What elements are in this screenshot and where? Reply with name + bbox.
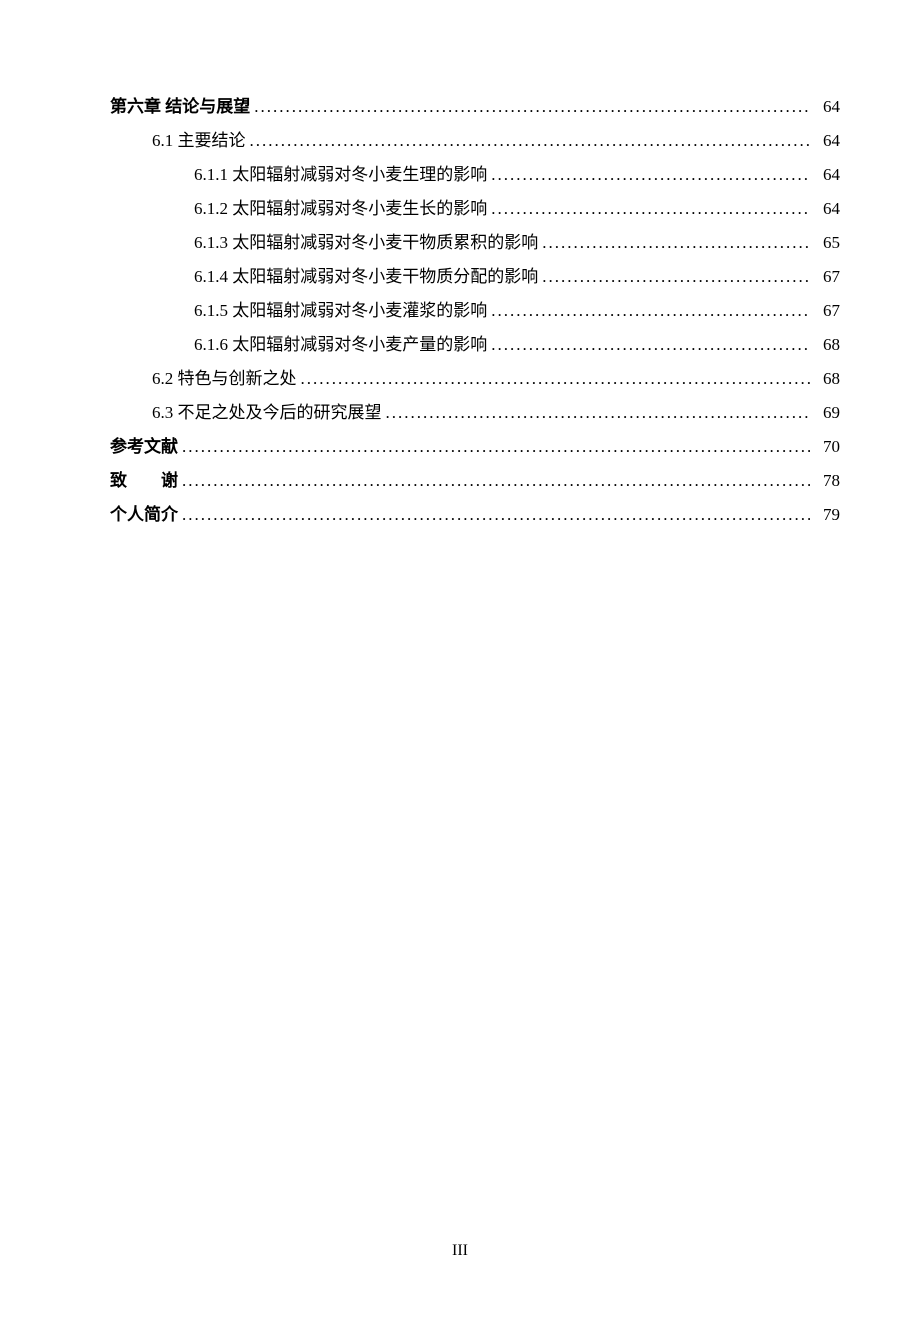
document-page: 第六章 结论与展望646.1 主要结论646.1.1 太阳辐射减弱对冬小麦生理的… xyxy=(0,0,920,1320)
toc-label: 6.1 主要结论 xyxy=(152,124,246,158)
toc-leader-dots xyxy=(487,192,814,226)
toc-page-number: 78 xyxy=(814,464,840,498)
toc-entry: 致 谢 78 xyxy=(110,464,840,498)
toc-page-number: 69 xyxy=(814,396,840,430)
toc-label: 6.2 特色与创新之处 xyxy=(152,362,297,396)
toc-page-number: 64 xyxy=(814,124,840,158)
toc-entry: 6.1.1 太阳辐射减弱对冬小麦生理的影响 64 xyxy=(110,158,840,192)
table-of-contents: 第六章 结论与展望646.1 主要结论646.1.1 太阳辐射减弱对冬小麦生理的… xyxy=(110,90,840,532)
toc-page-number: 68 xyxy=(814,328,840,362)
toc-label: 6.1.4 太阳辐射减弱对冬小麦干物质分配的影响 xyxy=(194,260,538,294)
toc-label: 个人简介 xyxy=(110,498,178,532)
toc-entry: 6.1 主要结论 64 xyxy=(110,124,840,158)
toc-leader-dots xyxy=(487,158,814,192)
toc-label: 第六章 结论与展望 xyxy=(110,90,250,124)
toc-entry: 参考文献 70 xyxy=(110,430,840,464)
toc-page-number: 67 xyxy=(814,260,840,294)
toc-label: 6.1.2 太阳辐射减弱对冬小麦生长的影响 xyxy=(194,192,487,226)
toc-leader-dots xyxy=(487,328,814,362)
toc-page-number: 68 xyxy=(814,362,840,396)
toc-leader-dots xyxy=(538,260,814,294)
toc-entry: 第六章 结论与展望 64 xyxy=(110,90,840,124)
toc-entry: 6.1.5 太阳辐射减弱对冬小麦灌浆的影响 67 xyxy=(110,294,840,328)
toc-leader-dots xyxy=(382,396,815,430)
toc-entry: 6.3 不足之处及今后的研究展望 69 xyxy=(110,396,840,430)
toc-page-number: 64 xyxy=(814,158,840,192)
toc-label: 6.1.3 太阳辐射减弱对冬小麦干物质累积的影响 xyxy=(194,226,538,260)
toc-page-number: 64 xyxy=(814,90,840,124)
toc-entry: 6.1.4 太阳辐射减弱对冬小麦干物质分配的影响 67 xyxy=(110,260,840,294)
toc-label: 致 谢 xyxy=(110,464,178,498)
toc-leader-dots xyxy=(297,362,815,396)
toc-page-number: 64 xyxy=(814,192,840,226)
toc-label: 6.1.5 太阳辐射减弱对冬小麦灌浆的影响 xyxy=(194,294,487,328)
toc-label: 6.3 不足之处及今后的研究展望 xyxy=(152,396,382,430)
toc-leader-dots xyxy=(178,430,814,464)
toc-page-number: 70 xyxy=(814,430,840,464)
toc-entry: 6.2 特色与创新之处 68 xyxy=(110,362,840,396)
toc-label: 参考文献 xyxy=(110,430,178,464)
page-number: III xyxy=(0,1242,920,1260)
toc-label: 6.1.6 太阳辐射减弱对冬小麦产量的影响 xyxy=(194,328,487,362)
toc-entry: 6.1.6 太阳辐射减弱对冬小麦产量的影响 68 xyxy=(110,328,840,362)
toc-leader-dots xyxy=(246,124,815,158)
toc-label: 6.1.1 太阳辐射减弱对冬小麦生理的影响 xyxy=(194,158,487,192)
toc-leader-dots xyxy=(178,498,814,532)
toc-page-number: 79 xyxy=(814,498,840,532)
toc-leader-dots xyxy=(178,464,814,498)
toc-entry: 个人简介 79 xyxy=(110,498,840,532)
toc-entry: 6.1.3 太阳辐射减弱对冬小麦干物质累积的影响 65 xyxy=(110,226,840,260)
toc-entry: 6.1.2 太阳辐射减弱对冬小麦生长的影响 64 xyxy=(110,192,840,226)
toc-leader-dots xyxy=(250,90,814,124)
toc-page-number: 65 xyxy=(814,226,840,260)
toc-page-number: 67 xyxy=(814,294,840,328)
toc-leader-dots xyxy=(538,226,814,260)
toc-leader-dots xyxy=(487,294,814,328)
